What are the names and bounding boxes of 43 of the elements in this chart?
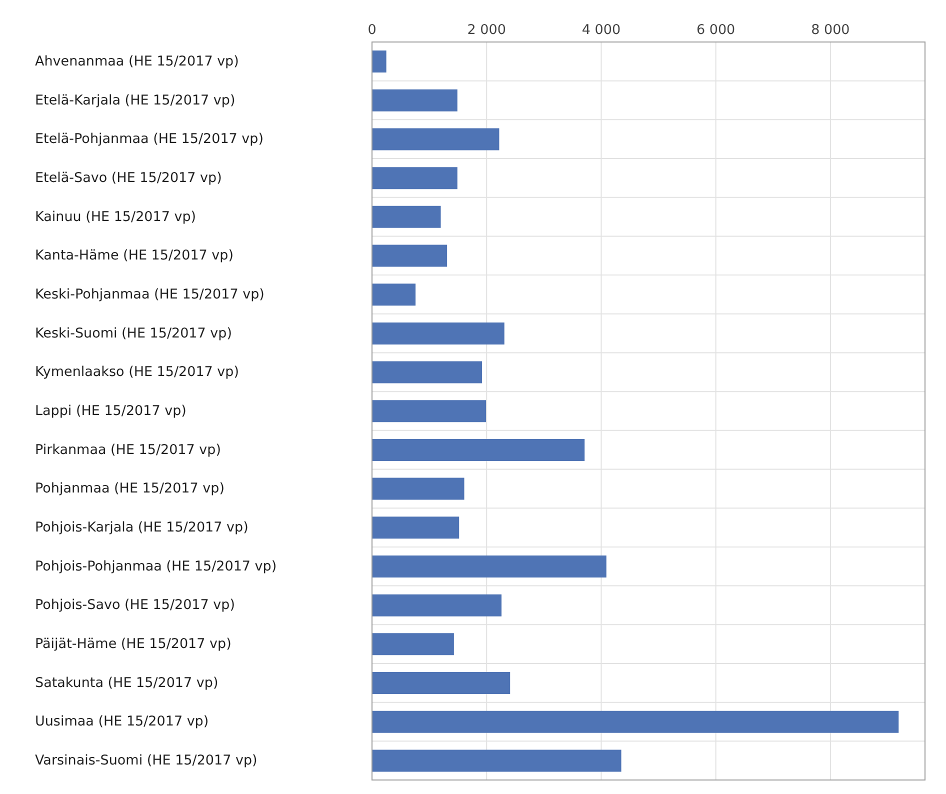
bar: [372, 516, 460, 539]
x-tick-label: 0: [368, 22, 376, 38]
bar: [372, 167, 458, 190]
y-tick-label: Etelä-Pohjanmaa (HE 15/2017 vp): [35, 131, 264, 148]
bar: [372, 672, 510, 694]
x-tick-label: 4 000: [582, 22, 621, 38]
x-tick-label: 6 000: [696, 22, 736, 38]
bar: [372, 710, 899, 733]
y-tick-label: Varsinais-Suomi (HE 15/2017 vp): [35, 752, 258, 769]
bar: [372, 89, 458, 112]
bar: [372, 555, 606, 578]
bar: [372, 206, 441, 228]
y-tick-label: Lappi (HE 15/2017 vp): [35, 403, 186, 419]
bar: [372, 478, 464, 500]
y-tick-label: Keski-Suomi (HE 15/2017 vp): [35, 325, 232, 342]
x-tick-label: 2 000: [467, 22, 506, 38]
y-tick-label: Kainuu (HE 15/2017 vp): [35, 208, 196, 225]
bar: [372, 633, 454, 656]
y-tick-label: Päijät-Häme (HE 15/2017 vp): [35, 636, 232, 652]
y-tick-label: Keski-Pohjanmaa (HE 15/2017 vp): [35, 286, 264, 302]
y-tick-label: Satakunta (HE 15/2017 vp): [35, 674, 218, 691]
bar: [372, 361, 482, 384]
bar: [372, 322, 504, 344]
bar: [372, 438, 585, 461]
y-tick-label: Kanta-Häme (HE 15/2017 vp): [35, 248, 234, 264]
y-tick-label: Pohjanmaa (HE 15/2017 vp): [35, 480, 224, 497]
y-tick-label: Uusimaa (HE 15/2017 vp): [35, 714, 209, 730]
y-tick-label: Pohjois-Pohjanmaa (HE 15/2017 vp): [35, 558, 277, 574]
bar: [372, 128, 500, 150]
y-tick-label: Pohjois-Karjala (HE 15/2017 vp): [35, 520, 248, 536]
bar: [372, 750, 622, 772]
y-tick-label: Etelä-Savo (HE 15/2017 vp): [35, 170, 222, 186]
bar: [372, 244, 448, 267]
y-tick-label: Etelä-Karjala (HE 15/2017 vp): [35, 92, 236, 108]
bar: [372, 400, 486, 422]
y-tick-label: Pohjois-Savo (HE 15/2017 vp): [35, 597, 235, 614]
bar: [372, 50, 386, 73]
y-tick-label: Kymenlaakso (HE 15/2017 vp): [35, 364, 240, 380]
y-tick-label: Pirkanmaa (HE 15/2017 vp): [35, 442, 221, 458]
bar: [372, 594, 502, 616]
x-tick-label: 8 000: [811, 22, 850, 38]
y-tick-label: Ahvenanmaa (HE 15/2017 vp): [35, 53, 239, 70]
bar: [372, 284, 416, 306]
